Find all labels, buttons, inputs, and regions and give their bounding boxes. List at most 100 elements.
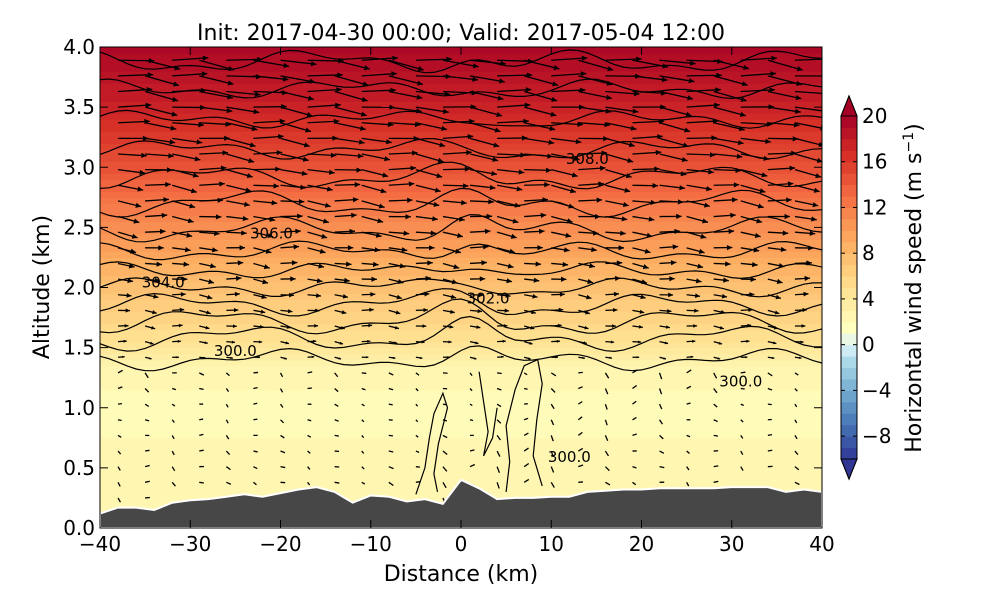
colorbar-label: Horizontal wind speed (m s−1)	[901, 123, 927, 453]
wind-vector	[334, 106, 367, 117]
wind-vector	[605, 56, 642, 62]
wind-vector	[280, 122, 312, 133]
wind-vector	[496, 278, 513, 284]
wind-vector	[524, 182, 550, 188]
wind-vector	[767, 59, 803, 72]
field-band	[100, 155, 822, 162]
wind-vector	[578, 165, 606, 171]
wind-vector	[469, 75, 505, 84]
wind-vector	[145, 449, 150, 452]
wind-vector	[171, 450, 175, 456]
wind-vector	[199, 325, 210, 330]
wind-vector	[199, 418, 204, 421]
wind-vector	[767, 387, 773, 391]
wind-vector	[144, 294, 159, 299]
wind-vector	[225, 466, 231, 471]
wind-vector	[659, 59, 696, 66]
wind-vector	[551, 261, 569, 268]
wind-vector	[713, 465, 719, 468]
field-band	[100, 83, 822, 90]
wind-vector	[334, 294, 349, 299]
field-band	[100, 113, 822, 120]
field-band	[100, 353, 822, 361]
wind-vector	[361, 231, 382, 238]
wind-vector	[713, 228, 735, 234]
wind-vector	[442, 262, 460, 270]
wind-vector	[442, 340, 452, 344]
wind-vector	[713, 106, 746, 117]
colorbar-segment	[841, 207, 857, 220]
wind-vector	[578, 262, 596, 269]
wind-vector	[388, 450, 394, 453]
wind-vector	[578, 181, 604, 187]
wind-vector	[172, 292, 186, 297]
wind-vector	[605, 356, 613, 359]
wind-vector	[469, 325, 481, 329]
wind-vector	[117, 231, 138, 239]
wind-vector	[794, 403, 798, 408]
wind-vector	[388, 403, 393, 406]
wind-vector	[117, 419, 122, 422]
wind-vector	[551, 55, 588, 61]
wind-vector	[388, 387, 394, 391]
wind-vector	[578, 230, 599, 236]
wind-vector	[524, 277, 540, 283]
wind-vector	[659, 244, 679, 250]
isentrope-line	[100, 345, 822, 372]
wind-vector	[225, 372, 230, 377]
wind-vector	[253, 294, 267, 300]
wind-vector	[713, 325, 724, 330]
wind-vector	[577, 447, 584, 452]
colorbar-segment	[841, 173, 857, 186]
wind-vector	[632, 278, 648, 285]
wind-vector	[577, 401, 583, 405]
wind-vector	[145, 261, 163, 267]
x-tick-label: 40	[809, 532, 834, 556]
wind-vector	[415, 153, 444, 163]
wind-vector	[605, 137, 635, 148]
wind-vector	[172, 307, 185, 312]
wind-vector	[226, 340, 236, 344]
wind-vector	[632, 215, 655, 222]
wind-vector	[740, 371, 746, 374]
x-tick-label: −40	[79, 532, 121, 556]
colorbar: −8 −4 0 4 8 12 16 20 Horizontal wind speed (m s…	[840, 94, 927, 481]
wind-vector	[253, 247, 272, 254]
wind-vector	[686, 102, 720, 108]
wind-vector	[578, 106, 612, 114]
wind-vector	[794, 340, 804, 344]
colorbar-segment	[841, 138, 857, 151]
wind-vector	[524, 212, 547, 218]
wind-vector	[307, 184, 333, 192]
wind-vector	[415, 260, 433, 266]
wind-vector	[632, 384, 638, 390]
x-tick-label: 10	[539, 532, 564, 556]
wind-vector	[605, 106, 639, 114]
wind-vector	[632, 199, 657, 206]
wind-vector	[172, 137, 203, 145]
wind-vector	[442, 215, 465, 222]
wind-vector	[172, 215, 194, 224]
wind-vector	[361, 215, 384, 224]
wind-vector	[307, 152, 337, 158]
wind-vector	[524, 106, 557, 117]
field-band	[100, 101, 822, 108]
wind-vector	[388, 214, 411, 220]
wind-vector	[361, 323, 373, 328]
wind-vector	[253, 59, 290, 69]
wind-vector	[442, 166, 471, 172]
wind-vector	[388, 466, 394, 470]
wind-vector	[442, 419, 448, 422]
wind-vector	[253, 450, 258, 453]
wind-vector	[442, 450, 448, 455]
wind-vector	[280, 75, 316, 84]
wind-vector	[713, 419, 718, 423]
wind-vector	[172, 55, 209, 61]
wind-vector	[551, 169, 578, 178]
wind-vector	[604, 435, 609, 441]
wind-vector	[470, 276, 486, 282]
colorbar-segment	[841, 127, 857, 140]
wind-vector	[497, 355, 504, 359]
wind-vector	[659, 419, 663, 425]
colorbar-tick-label: 20	[862, 104, 887, 128]
